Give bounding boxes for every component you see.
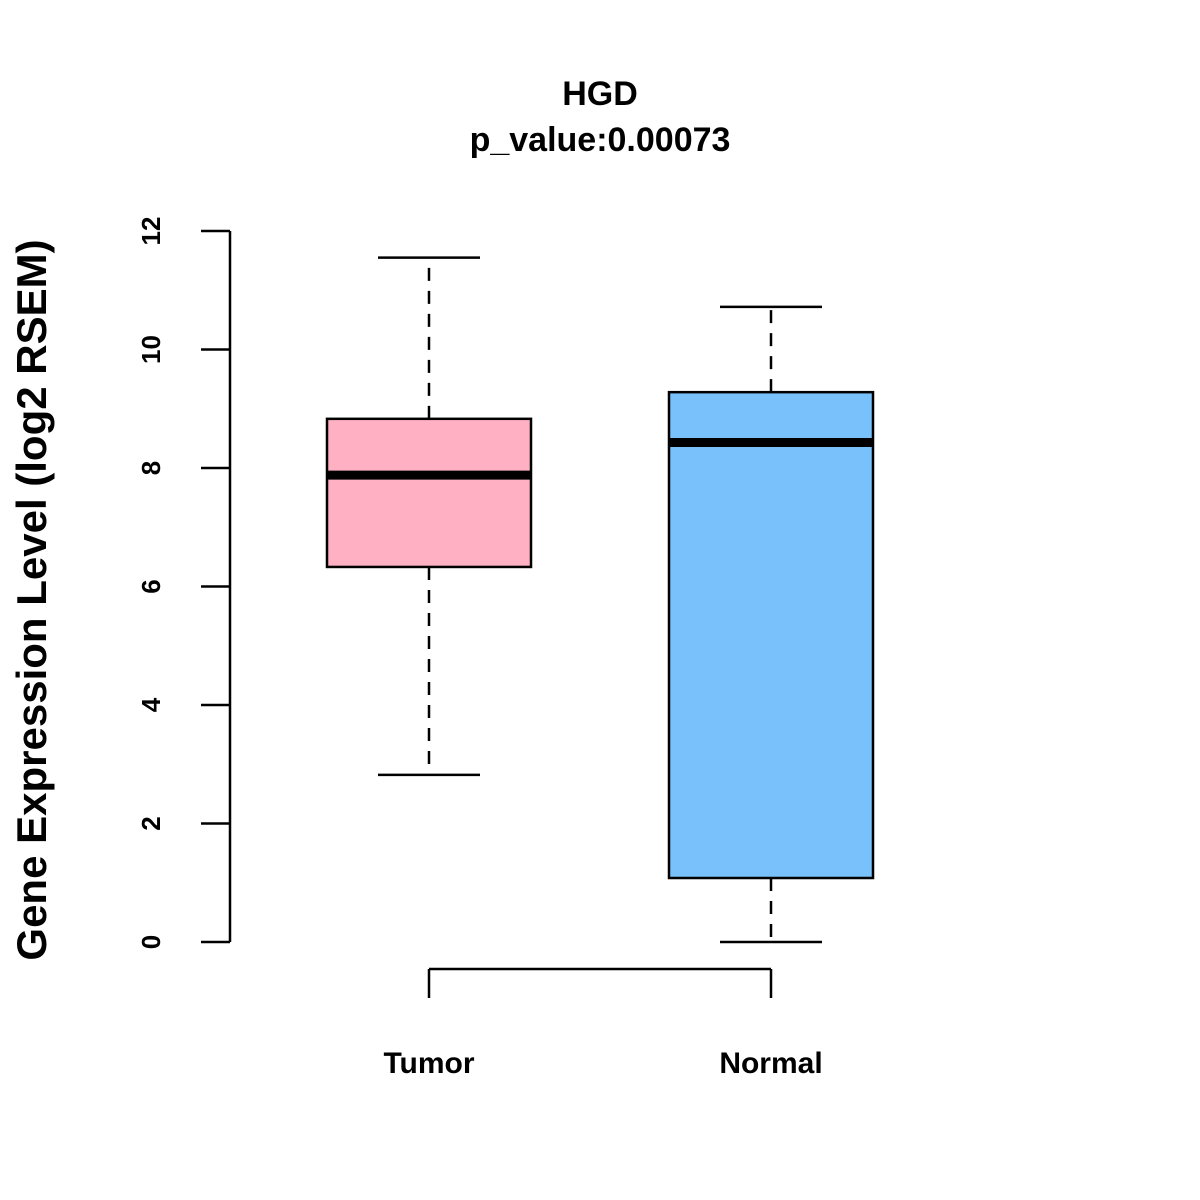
box-tumor (325, 256, 533, 777)
category-labels: Tumor Normal (383, 1047, 822, 1080)
box-normal (667, 305, 875, 944)
y-tick-label: 2 (136, 816, 166, 830)
y-tick-label: 12 (136, 217, 166, 246)
chart-subtitle: p_value:0.00073 (470, 121, 731, 159)
boxes (325, 256, 875, 944)
chart-title: HGD (562, 75, 638, 113)
y-tick-label: 8 (136, 461, 166, 475)
category-label-normal: Normal (719, 1047, 822, 1080)
category-label-tumor: Tumor (383, 1047, 474, 1080)
y-tick-label: 6 (136, 579, 166, 593)
y-tick-label: 10 (136, 335, 166, 364)
comparison-bracket (427, 967, 773, 998)
y-axis-label: Gene Expression Level (log2 RSEM) (8, 239, 55, 960)
iqr-box (667, 390, 875, 880)
iqr-box (325, 417, 533, 569)
y-tick-label: 0 (136, 935, 166, 949)
y-tick-label: 4 (136, 697, 166, 712)
y-axis: 0 2 4 6 8 10 12 (136, 217, 232, 949)
